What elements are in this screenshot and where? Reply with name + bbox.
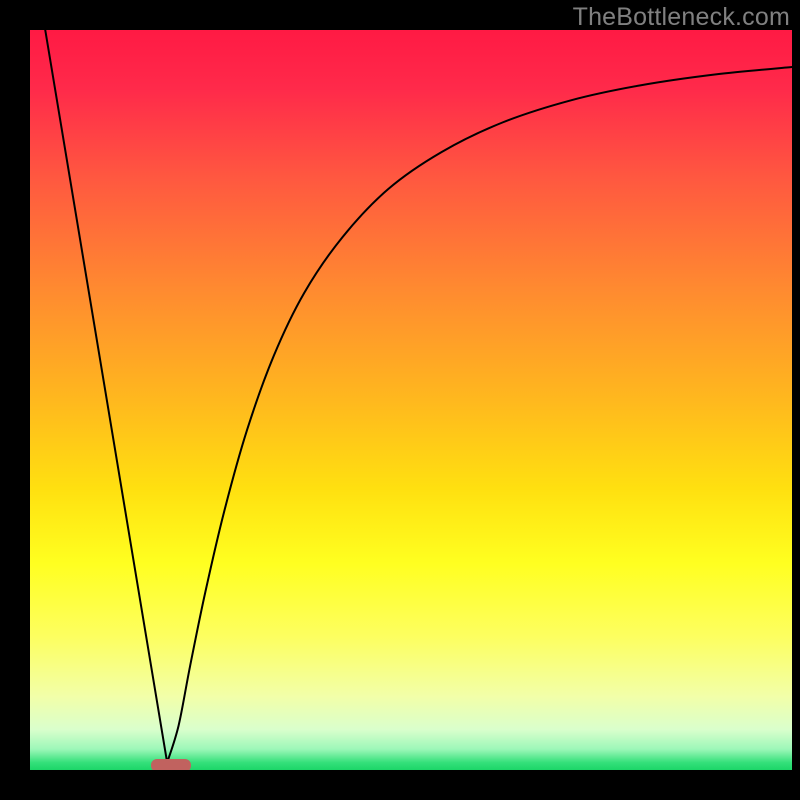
chart-frame — [0, 0, 800, 800]
optimum-marker — [151, 759, 191, 770]
watermark-text: TheBottleneck.com — [573, 3, 790, 32]
curve-path — [45, 30, 792, 763]
plot-area — [30, 30, 792, 770]
bottleneck-curve — [30, 30, 792, 770]
